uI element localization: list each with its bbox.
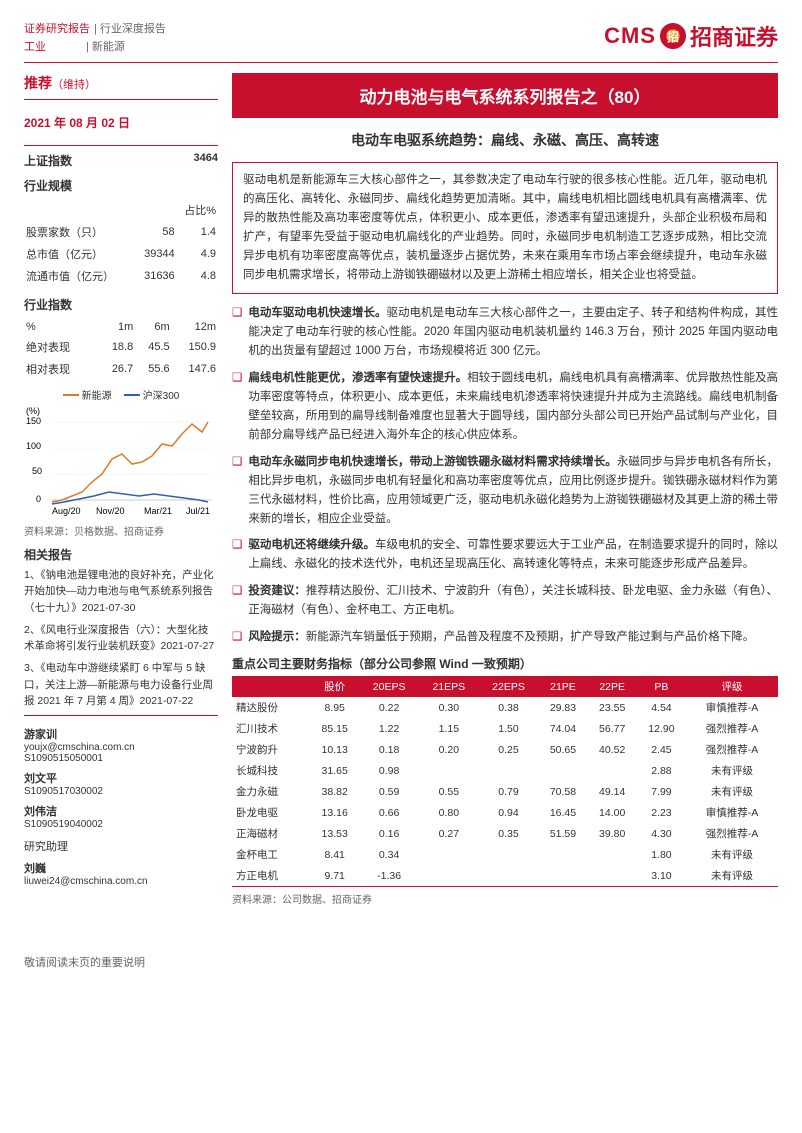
svg-text:Mar/21: Mar/21 (144, 506, 172, 516)
table-row: 股票家数（只）581.4 (26, 222, 216, 242)
table-row: 总市值（亿元）393444.9 (26, 244, 216, 264)
financial-table: 股价20EPS21EPS22EPS21PE22PEPB评级 精达股份8.950.… (232, 676, 778, 887)
industry-a: 工业 (24, 38, 46, 54)
brand-logo: CMS 招 招商证券 (604, 20, 778, 52)
svg-text:(%): (%) (26, 406, 40, 416)
table-row: 方正电机9.71-1.363.10未有评级 (232, 865, 778, 887)
bullet-item: ❑风险提示：新能源汽车销量低于预期，产品普及程度不及预期，扩产导致产能过剩与产品… (232, 628, 778, 647)
financial-source: 资料来源：公司数据、招商证券 (232, 891, 778, 906)
related-reports: 1、《钠电池是锂电池的良好补充，产业化开始加快—动力电池与电气系统系列报告（七十… (24, 567, 218, 709)
perf-table: % 1m 6m 12m 绝对表现 18.8 45.5 150.9 相对表现 26… (24, 317, 218, 381)
svg-text:150: 150 (26, 416, 41, 426)
perf-label: 行业指数 (24, 296, 218, 313)
report-date: 2021 年 08 月 02 日 (24, 114, 218, 131)
report-subtitle: 电动车电驱系统趋势：扁线、永磁、高压、高转速 (232, 130, 778, 150)
table-row: 绝对表现 18.8 45.5 150.9 (26, 337, 216, 357)
financial-title: 重点公司主要财务指标（部分公司参照 Wind 一致预期） (232, 655, 778, 672)
svg-text:Nov/20: Nov/20 (96, 506, 125, 516)
doc-subtype: | 行业深度报告 (94, 20, 166, 36)
svg-text:0: 0 (36, 494, 41, 504)
chart-source: 资料来源：贝格数据、招商证券 (24, 523, 218, 538)
doc-type: 证券研究报告 (24, 20, 90, 36)
report-title: 动力电池与电气系统系列报告之（80） (232, 73, 778, 118)
performance-chart: 新能源 沪深300 (%) 150 100 50 0 Aug/20 No (24, 387, 218, 517)
scale-label: 行业规模 (24, 177, 218, 194)
footer-note: 敬请阅读末页的重要说明 (24, 946, 778, 970)
svg-text:Jul/21: Jul/21 (186, 506, 210, 516)
bullet-item: ❑驱动电机还将继续升级。车级电机的安全、可靠性要求要远大于工业产品，在制造要求提… (232, 536, 778, 574)
industry-b: | 新能源 (86, 38, 125, 54)
table-row: 宁波韵升10.130.180.200.2550.6540.522.45强烈推荐-… (232, 739, 778, 760)
legend-line-1 (63, 394, 79, 396)
bullet-item: ❑投资建议：推荐精达股份、汇川技术、宁波韵升（有色），关注长城科技、卧龙电驱、金… (232, 582, 778, 620)
scale-table: 占比% 股票家数（只）581.4 总市值（亿元）393444.9 流通市值（亿元… (24, 198, 218, 288)
bullet-icon: ❑ (232, 453, 242, 529)
report-item: 1、《钠电池是锂电池的良好补充，产业化开始加快—动力电池与电气系统系列报告（七十… (24, 567, 218, 616)
bullet-icon: ❑ (232, 369, 242, 445)
sidebar: 推荐（维持） 2021 年 08 月 02 日 上证指数 3464 行业规模 占… (24, 73, 218, 906)
series-1 (52, 422, 208, 502)
report-item: 2、《风电行业深度报告（六）：大型化技术革命将引发行业装机跃变》2021-07-… (24, 622, 218, 655)
bullet-list: ❑电动车驱动电机快速增长。驱动电机是电动车三大核心部件之一，主要由定子、转子和结… (232, 304, 778, 648)
legend-line-2 (124, 394, 140, 396)
table-row: 长城科技31.650.982.88未有评级 (232, 760, 778, 781)
abstract-box: 驱动电机是新能源车三大核心部件之一，其参数决定了电动车行驶的很多核心性能。近几年… (232, 162, 778, 294)
table-row: 卧龙电驱13.160.660.800.9416.4514.002.23审慎推荐-… (232, 802, 778, 823)
index-value: 3464 (194, 152, 218, 169)
report-item: 3、《电动车中游继续紧盯 6 中军与 5 缺口，关注上游—新能源与电力设备行业周… (24, 660, 218, 709)
svg-text:Aug/20: Aug/20 (52, 506, 81, 516)
svg-text:100: 100 (26, 441, 41, 451)
svg-text:50: 50 (32, 466, 42, 476)
bullet-item: ❑电动车驱动电机快速增长。驱动电机是电动车三大核心部件之一，主要由定子、转子和结… (232, 304, 778, 361)
series-2 (52, 492, 208, 504)
brand-en: CMS (604, 23, 656, 49)
related-label: 相关报告 (24, 546, 218, 563)
bullet-icon: ❑ (232, 582, 242, 620)
table-row: 精达股份8.950.220.300.3829.8323.554.54审慎推荐-A (232, 697, 778, 718)
table-row: 金力永磁38.820.590.550.7970.5849.147.99未有评级 (232, 781, 778, 802)
index-label: 上证指数 (24, 152, 72, 169)
bullet-item: ❑电动车永磁同步电机快速增长，带动上游铷铁硼永磁材料需求持续增长。永磁同步与异步… (232, 453, 778, 529)
table-row: 金杯电工8.410.341.80未有评级 (232, 844, 778, 865)
bullet-icon: ❑ (232, 304, 242, 361)
header-divider (24, 62, 778, 63)
logo-icon: 招 (660, 23, 686, 49)
rating: 推荐（维持） (24, 73, 218, 93)
page-header: 证券研究报告 | 行业深度报告 工业 | 新能源 CMS 招 招商证券 (24, 20, 778, 56)
table-row: 相对表现 26.7 55.6 147.6 (26, 359, 216, 379)
table-row: 汇川技术85.151.221.151.5074.0456.7712.90强烈推荐… (232, 718, 778, 739)
chart-svg: (%) 150 100 50 0 Aug/20 Nov/20 Mar/21 Ju… (24, 404, 218, 516)
table-row: 流通市值（亿元）316364.8 (26, 266, 216, 286)
bullet-icon: ❑ (232, 536, 242, 574)
bullet-icon: ❑ (232, 628, 242, 647)
brand-cn: 招商证券 (690, 20, 778, 52)
analysts: 游家训 youjx@cmschina.com.cn S1090515050001… (24, 726, 218, 887)
main-content: 动力电池与电气系统系列报告之（80） 电动车电驱系统趋势：扁线、永磁、高压、高转… (232, 73, 778, 906)
bullet-item: ❑扁线电机性能更优，渗透率有望快速提升。相较于圆线电机，扁线电机具有高槽满率、优… (232, 369, 778, 445)
table-row: 正海磁材13.530.160.270.3551.5939.804.30强烈推荐-… (232, 823, 778, 844)
